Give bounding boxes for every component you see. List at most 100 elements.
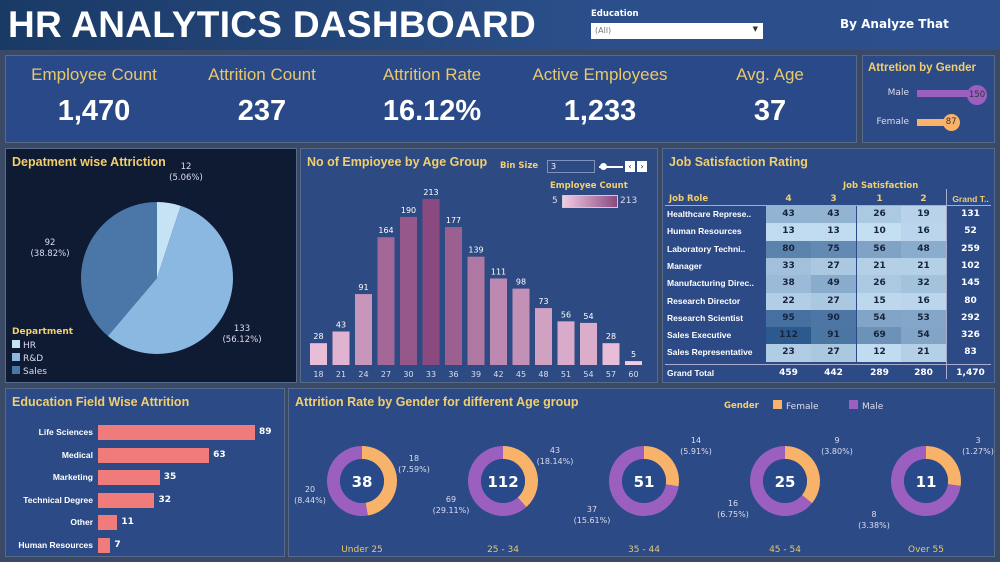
heatmap-cell[interactable]: 27 [811, 344, 856, 363]
pie-slice-sales[interactable] [80, 202, 157, 337]
legend-label: Female [786, 402, 819, 412]
edu-bar[interactable] [98, 425, 255, 440]
heatmap-cell[interactable]: 10 [857, 223, 902, 242]
heatmap-cell[interactable]: 26 [857, 206, 902, 224]
age-bar-54[interactable] [580, 322, 597, 365]
heatmap-cell[interactable]: 12 [857, 344, 902, 363]
female-segment[interactable] [362, 446, 397, 516]
bin-increment-button[interactable]: › [637, 161, 647, 172]
female-segment[interactable] [926, 446, 962, 486]
age-group-panel: No of Empioyee by Age Group Bin Size 3 ‹… [300, 148, 658, 383]
heatmap-cell[interactable]: 95 [766, 309, 811, 328]
kpi-label: Avg. Age [736, 65, 804, 84]
heatmap-cell[interactable]: 69 [857, 327, 902, 345]
heatmap-cell[interactable]: 27 [811, 257, 856, 276]
heatmap-cell[interactable]: 16 [901, 292, 946, 311]
heatmap-cell[interactable]: 38 [766, 275, 811, 293]
female-segment[interactable] [644, 446, 679, 487]
legend-label: Male [862, 402, 884, 412]
edu-bar[interactable] [98, 492, 155, 508]
heatmap-cell[interactable]: 75 [811, 240, 856, 259]
grand-total-header[interactable]: Grand T.. [952, 194, 989, 204]
heatmap-cell[interactable]: 23 [766, 344, 811, 363]
legend-item-r&d[interactable]: R&D [12, 353, 43, 364]
heatmap-cell[interactable]: 13 [811, 223, 856, 242]
slider-handle[interactable] [600, 163, 607, 170]
male-segment[interactable] [468, 446, 527, 516]
age-bar-18[interactable] [310, 343, 327, 365]
heatmap-cell[interactable]: 54 [857, 309, 902, 328]
legend-swatch [12, 340, 20, 348]
heatmap-cell[interactable]: 21 [857, 257, 902, 276]
donut-total: 51 [634, 473, 655, 491]
heatmap-cell[interactable]: 21 [901, 257, 946, 276]
age-bar-27[interactable] [377, 237, 395, 365]
heatmap-cell[interactable]: 91 [811, 327, 856, 345]
male-segment[interactable] [609, 446, 679, 516]
pie-slice-hr[interactable] [157, 202, 181, 278]
edu-bar[interactable] [98, 470, 160, 485]
column-total: 442 [824, 367, 843, 378]
age-group-label: Under 25 [341, 545, 383, 555]
legend-item-sales[interactable]: Sales [12, 366, 47, 377]
age-bar-48[interactable] [535, 308, 552, 365]
age-bar-39[interactable] [467, 256, 485, 365]
legend-label: Sales [23, 367, 47, 377]
pie-slice-r&d[interactable] [107, 205, 233, 354]
edu-bar[interactable] [98, 537, 111, 553]
heatmap-cell[interactable]: 26 [857, 275, 902, 293]
heatmap-cell[interactable]: 90 [811, 309, 856, 328]
heatmap-cell[interactable]: 16 [901, 223, 946, 242]
education-filter-dropdown[interactable]: (All) ▼ [591, 23, 763, 39]
gender-bar-male[interactable] [917, 90, 975, 97]
bin-decrement-button[interactable]: ‹ [625, 161, 635, 172]
heatmap-cell[interactable]: 43 [811, 206, 856, 224]
male-segment[interactable] [891, 446, 961, 516]
row-total: 83 [964, 347, 977, 358]
heatmap-cell[interactable]: 21 [901, 344, 946, 363]
edu-bar[interactable] [98, 447, 210, 463]
age-bar-51[interactable] [557, 321, 575, 365]
gender-bar-female[interactable] [917, 119, 951, 126]
female-segment[interactable] [503, 446, 538, 508]
heatmap-cell[interactable]: 112 [766, 327, 811, 345]
age-bar-30[interactable] [400, 216, 417, 365]
heatmap-cell[interactable]: 32 [901, 275, 946, 293]
heatmap-cell[interactable]: 49 [811, 275, 856, 293]
male-segment[interactable] [327, 446, 368, 516]
male-segment[interactable] [750, 446, 812, 516]
column-header[interactable]: 4 [785, 194, 792, 204]
heatmap-cell[interactable]: 27 [811, 292, 856, 311]
heatmap-cell[interactable]: 22 [766, 292, 811, 311]
heatmap-cell[interactable]: 54 [901, 327, 946, 345]
column-header[interactable]: 2 [920, 194, 927, 204]
heatmap-cell[interactable]: 43 [766, 206, 811, 224]
age-bar-57[interactable] [602, 343, 620, 365]
heatmap-cell[interactable]: 33 [766, 257, 811, 276]
age-bar-60[interactable] [625, 361, 642, 365]
gender-value: 87 [942, 114, 960, 131]
heatmap-cell[interactable]: 48 [901, 240, 946, 259]
legend-female[interactable]: Female [773, 400, 819, 412]
column-header[interactable]: 3 [830, 194, 837, 204]
age-bar-42[interactable] [490, 278, 507, 365]
bin-size-slider[interactable] [599, 163, 623, 170]
legend-male[interactable]: Male [849, 400, 883, 412]
female-segment[interactable] [785, 446, 820, 504]
bin-size-input[interactable]: 3 [547, 160, 595, 173]
heatmap-cell[interactable]: 56 [857, 240, 902, 259]
age-bar-21[interactable] [332, 331, 350, 365]
age-bar-45[interactable] [512, 288, 530, 365]
age-bar-24[interactable] [355, 294, 372, 365]
heatmap-cell[interactable]: 15 [857, 292, 902, 311]
age-bar-36[interactable] [445, 227, 462, 365]
heatmap-cell[interactable]: 19 [901, 206, 946, 224]
column-header[interactable]: 1 [876, 194, 883, 204]
age-bar-33[interactable] [422, 199, 440, 365]
edu-bar[interactable] [98, 515, 118, 530]
panel-title: Education Field Wise Attrition [12, 395, 190, 409]
heatmap-cell[interactable]: 53 [901, 309, 946, 328]
heatmap-cell[interactable]: 13 [766, 223, 811, 242]
heatmap-cell[interactable]: 80 [766, 240, 811, 259]
legend-item-hr[interactable]: HR [12, 340, 36, 351]
